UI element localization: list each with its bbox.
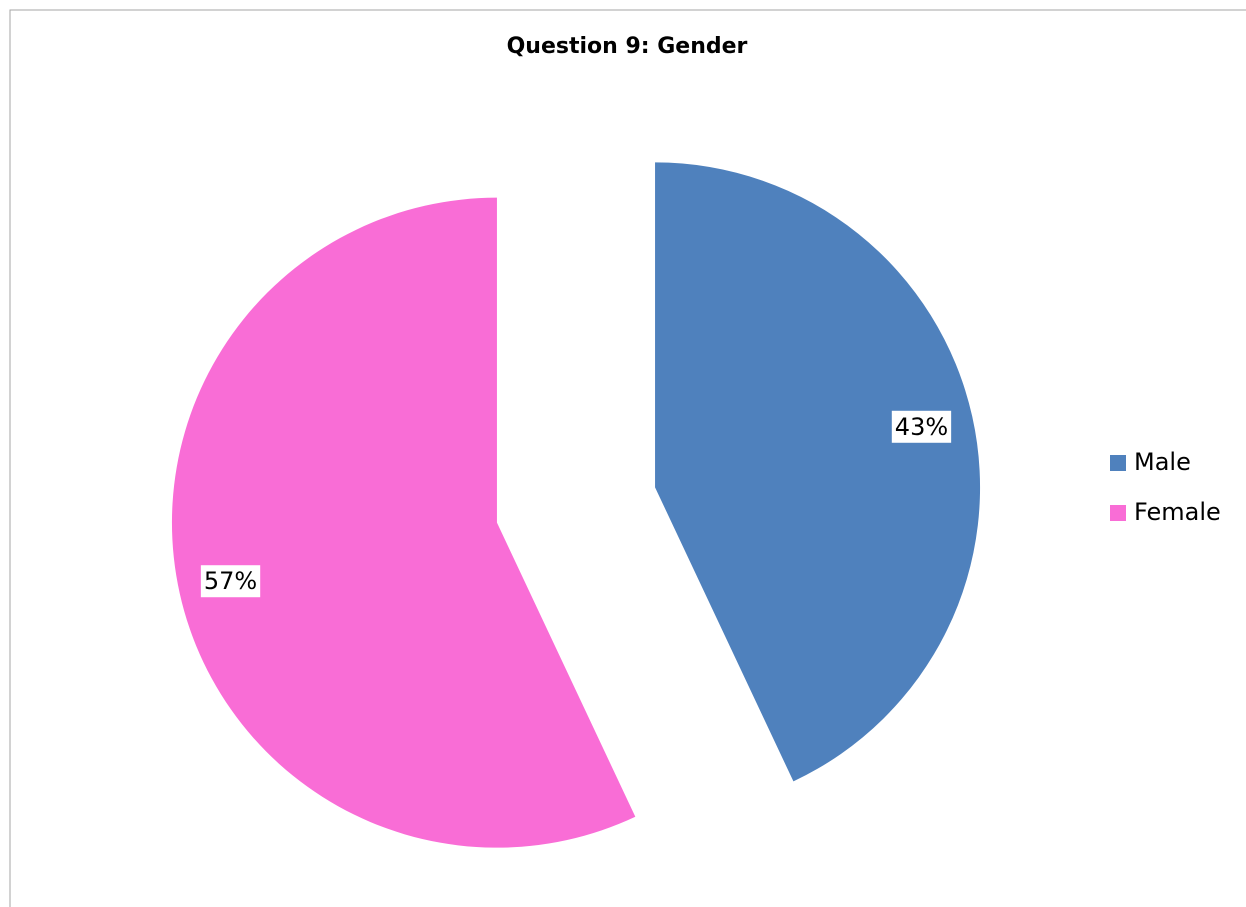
legend-swatch [1110, 505, 1126, 521]
legend-label: Female [1134, 498, 1221, 526]
legend-swatch [1110, 455, 1126, 471]
data-label-bg [200, 565, 261, 598]
data-label-bg [891, 410, 952, 443]
legend-label: Male [1134, 448, 1191, 476]
chart-title: Question 9: Gender [507, 34, 748, 59]
data-label: 57% [204, 567, 257, 595]
pie-slice [171, 197, 636, 848]
pie-slice [655, 162, 981, 782]
data-label: 43% [895, 413, 948, 441]
